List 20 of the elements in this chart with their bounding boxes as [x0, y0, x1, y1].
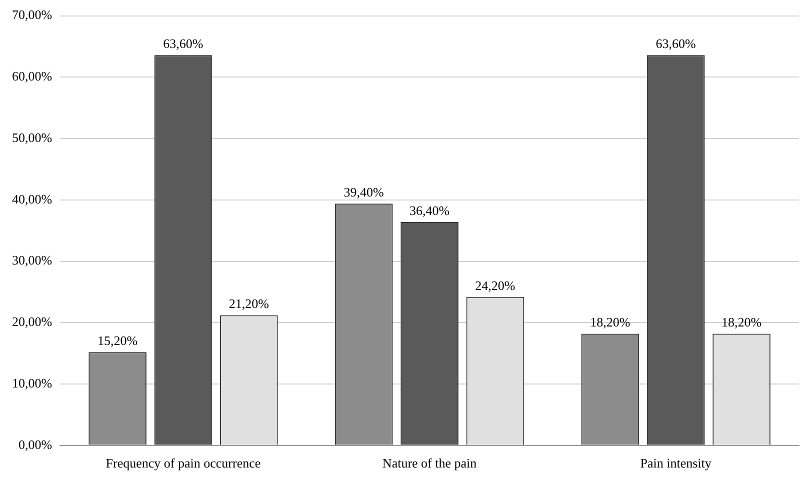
y-tick-label: 20,00% — [12, 314, 52, 330]
y-tick-label: 70,00% — [12, 7, 52, 22]
x-tick-label: Pain intensity — [640, 456, 712, 471]
x-tick-label: Nature of the pain — [382, 456, 478, 471]
y-tick-label: 60,00% — [12, 68, 52, 84]
y-tick-label: 0,00% — [18, 436, 52, 452]
data-label: 36,40% — [409, 202, 450, 218]
data-label: 24,20% — [475, 278, 516, 293]
data-label: 63,60% — [163, 36, 204, 51]
data-label: 18,20% — [721, 314, 762, 330]
data-label: 21,20% — [228, 296, 270, 312]
x-tick-label: Frequency of pain occurrence — [106, 456, 261, 471]
data-label: 15,20% — [98, 333, 138, 348]
data-label: 18,20% — [590, 314, 630, 330]
data-label: 63,60% — [656, 36, 696, 51]
y-tick-label: 40,00% — [12, 191, 52, 206]
y-tick-label: 30,00% — [12, 252, 52, 268]
data-label: 39,40% — [344, 184, 384, 200]
y-tick-label: 10,00% — [12, 375, 52, 390]
y-tick-label: 50,00% — [12, 130, 52, 145]
